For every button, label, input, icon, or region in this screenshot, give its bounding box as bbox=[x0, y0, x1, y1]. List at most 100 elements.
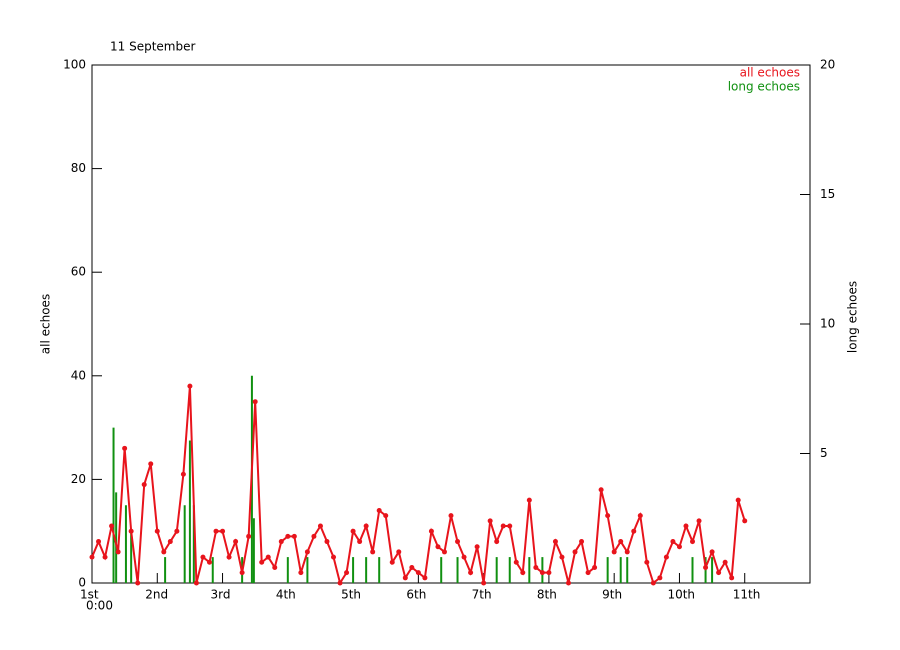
all-echo-point bbox=[598, 487, 604, 493]
x-tick-label: 4th bbox=[276, 588, 296, 602]
all-echo-point bbox=[572, 549, 578, 555]
all-echo-point bbox=[363, 523, 369, 529]
x-tick-label: 5th bbox=[341, 588, 361, 602]
all-echo-point bbox=[422, 575, 428, 581]
all-echo-point bbox=[513, 559, 519, 565]
all-echo-point bbox=[415, 570, 421, 576]
all-echo-point bbox=[487, 518, 493, 524]
all-echo-point bbox=[89, 554, 95, 560]
all-echo-point bbox=[167, 539, 173, 545]
all-echo-point bbox=[559, 554, 565, 560]
all-echo-point bbox=[468, 570, 474, 576]
all-echo-point bbox=[344, 570, 350, 576]
all-echo-point bbox=[213, 528, 219, 534]
all-echo-point bbox=[742, 518, 748, 524]
y2-tick-label: 20 bbox=[820, 58, 835, 72]
all-echo-point bbox=[96, 539, 102, 545]
y2-tick-label: 15 bbox=[820, 187, 835, 201]
legend-entry: all echoes bbox=[740, 66, 800, 80]
x-tick-label: 3rd bbox=[211, 588, 231, 602]
all-echo-point bbox=[592, 564, 598, 570]
all-echo-point bbox=[676, 544, 682, 550]
y-axis-label: all echoes bbox=[39, 294, 53, 354]
all-echo-point bbox=[291, 533, 297, 539]
all-echo-point bbox=[304, 549, 310, 555]
all-echo-point bbox=[448, 513, 454, 519]
all-echo-point bbox=[389, 559, 395, 565]
all-echo-point bbox=[402, 575, 408, 581]
x-start-time: 0:00 bbox=[86, 599, 113, 613]
x-tick-label: 6th bbox=[406, 588, 426, 602]
all-echo-point bbox=[357, 539, 363, 545]
y2-tick-label: 5 bbox=[820, 446, 828, 460]
all-echo-point bbox=[220, 528, 226, 534]
all-echo-point bbox=[481, 580, 487, 586]
x-tick-label: 11th bbox=[733, 588, 761, 602]
all-echo-point bbox=[233, 539, 239, 545]
x-tick-label: 2nd bbox=[145, 588, 168, 602]
all-echo-point bbox=[115, 549, 121, 555]
all-echo-point bbox=[507, 523, 513, 529]
all-echo-point bbox=[552, 539, 558, 545]
all-echo-point bbox=[520, 570, 526, 576]
all-echo-point bbox=[683, 523, 689, 529]
all-echo-point bbox=[585, 570, 591, 576]
all-echo-point bbox=[383, 513, 389, 519]
y-tick-label: 20 bbox=[71, 472, 86, 486]
all-echo-point bbox=[246, 533, 252, 539]
all-echo-point bbox=[455, 539, 461, 545]
y-tick-label: 100 bbox=[63, 58, 86, 72]
all-echo-point bbox=[624, 549, 630, 555]
x-tick-label: 9th bbox=[602, 588, 622, 602]
all-echo-point bbox=[109, 523, 115, 529]
all-echo-point bbox=[226, 554, 232, 560]
x-tick-label: 1st bbox=[80, 588, 99, 602]
all-echo-point bbox=[376, 507, 382, 513]
x-tick-label: 8th bbox=[537, 588, 557, 602]
y2-tick-label: 10 bbox=[820, 317, 835, 331]
all-echo-point bbox=[644, 559, 650, 565]
all-echo-point bbox=[637, 513, 643, 519]
all-echo-point bbox=[396, 549, 402, 555]
all-echo-point bbox=[690, 539, 696, 545]
all-echo-point bbox=[546, 570, 552, 576]
all-echo-point bbox=[474, 544, 480, 550]
all-echo-point bbox=[605, 513, 611, 519]
all-echo-point bbox=[579, 539, 585, 545]
all-echo-point bbox=[278, 539, 284, 545]
all-echo-point bbox=[148, 461, 154, 467]
all-echo-point bbox=[174, 528, 180, 534]
chart-title: 11 September bbox=[110, 40, 195, 54]
legend-entry: long echoes bbox=[728, 80, 800, 94]
all-echo-point bbox=[722, 559, 728, 565]
all-echo-point bbox=[337, 580, 343, 586]
all-echo-point bbox=[272, 564, 278, 570]
x-tick-label: 10th bbox=[667, 588, 695, 602]
all-echo-point bbox=[102, 554, 108, 560]
y-tick-label: 80 bbox=[71, 161, 86, 175]
all-echo-point bbox=[539, 570, 545, 576]
all-echo-point bbox=[500, 523, 506, 529]
all-echo-point bbox=[533, 564, 539, 570]
all-echo-point bbox=[428, 528, 434, 534]
all-echo-point bbox=[716, 570, 722, 576]
all-echo-point bbox=[252, 399, 258, 405]
all-echo-point bbox=[461, 554, 467, 560]
all-echo-point bbox=[141, 482, 147, 488]
all-echo-point bbox=[122, 445, 128, 451]
all-echo-point bbox=[350, 528, 356, 534]
all-echo-point bbox=[239, 570, 245, 576]
all-echo-point bbox=[735, 497, 741, 503]
all-echo-point bbox=[154, 528, 160, 534]
all-echo-point bbox=[494, 539, 500, 545]
all-echo-point bbox=[435, 544, 441, 550]
y-tick-label: 40 bbox=[71, 368, 86, 382]
all-echo-point bbox=[298, 570, 304, 576]
plot-frame bbox=[91, 64, 811, 584]
all-echo-point bbox=[657, 575, 663, 581]
all-echo-point bbox=[317, 523, 323, 529]
all-echo-point bbox=[259, 559, 265, 565]
all-echo-point bbox=[180, 471, 186, 477]
all-echo-point bbox=[193, 580, 199, 586]
